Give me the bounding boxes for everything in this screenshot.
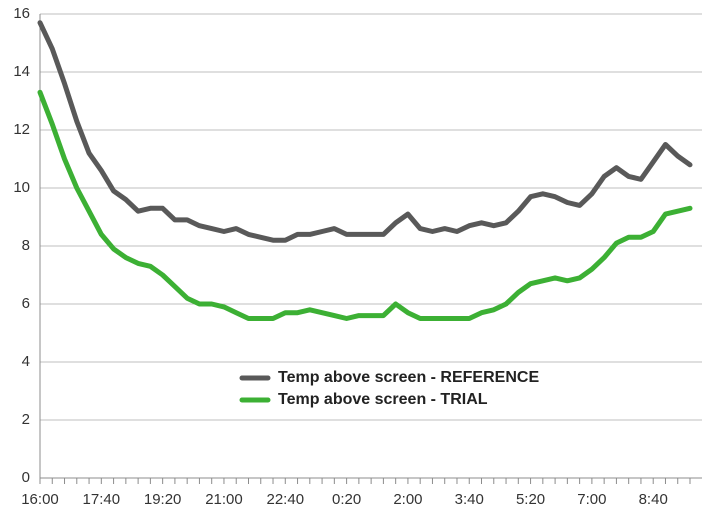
x-tick-label: 3:40	[455, 491, 484, 508]
x-tick-label: 2:00	[393, 491, 422, 508]
y-tick-label: 14	[13, 63, 30, 80]
x-tick-label: 17:40	[83, 491, 121, 508]
x-tick-label: 7:00	[577, 491, 606, 508]
y-tick-label: 2	[22, 411, 30, 428]
x-tick-label: 16:00	[21, 491, 59, 508]
y-tick-label: 4	[22, 353, 30, 370]
legend-label: Temp above screen - REFERENCE	[278, 369, 539, 386]
x-tick-label: 8:40	[639, 491, 668, 508]
x-tick-label: 0:20	[332, 491, 361, 508]
x-tick-label: 22:40	[267, 491, 305, 508]
y-tick-label: 16	[13, 5, 30, 22]
x-tick-label: 5:20	[516, 491, 545, 508]
x-tick-label: 19:20	[144, 491, 182, 508]
series-line	[37, 89, 693, 321]
series-line	[37, 20, 693, 243]
y-tick-label: 6	[22, 295, 30, 312]
y-tick-label: 8	[22, 237, 30, 254]
y-tick-label: 12	[13, 121, 30, 138]
x-tick-label: 21:00	[205, 491, 243, 508]
y-tick-label: 0	[22, 469, 30, 486]
y-tick-label: 10	[13, 179, 30, 196]
legend-label: Temp above screen - TRIAL	[278, 391, 488, 408]
legend: Temp above screen - REFERENCE Temp above …	[239, 369, 539, 408]
